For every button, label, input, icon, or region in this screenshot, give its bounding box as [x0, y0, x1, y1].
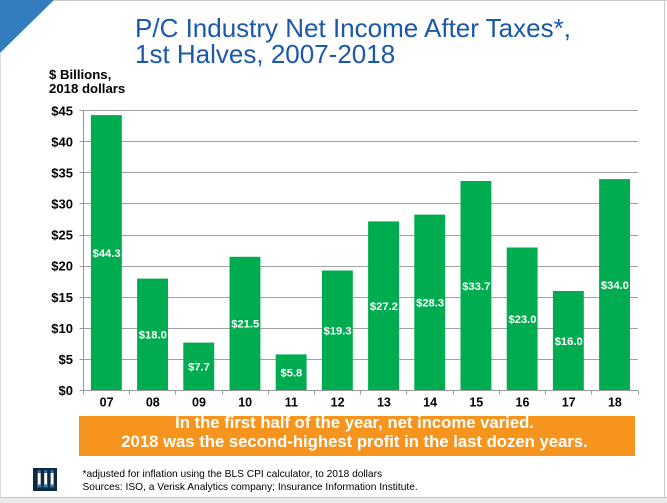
svg-text:$20: $20 [51, 259, 73, 274]
svg-text:14: 14 [423, 396, 437, 410]
svg-text:$28.3: $28.3 [416, 298, 444, 310]
svg-text:07: 07 [100, 396, 114, 410]
svg-text:$21.5: $21.5 [231, 319, 259, 331]
svg-text:$30: $30 [51, 197, 73, 212]
svg-text:18: 18 [608, 396, 622, 410]
svg-text:$27.2: $27.2 [370, 301, 398, 313]
svg-text:$15: $15 [51, 290, 73, 305]
svg-text:15: 15 [469, 396, 483, 410]
svg-text:$10: $10 [51, 321, 73, 336]
svg-text:$44.3: $44.3 [93, 248, 121, 260]
svg-text:$25: $25 [51, 228, 73, 243]
svg-text:$19.3: $19.3 [324, 326, 352, 338]
svg-text:$0: $0 [59, 383, 73, 398]
svg-text:10: 10 [238, 396, 252, 410]
svg-text:$16.0: $16.0 [555, 336, 583, 348]
svg-text:$34.0: $34.0 [601, 280, 629, 292]
svg-text:09: 09 [192, 396, 206, 410]
svg-text:12: 12 [331, 396, 345, 410]
svg-text:$18.0: $18.0 [139, 330, 167, 342]
svg-text:$5: $5 [59, 352, 73, 367]
svg-text:$40: $40 [51, 135, 73, 150]
svg-text:17: 17 [562, 396, 576, 410]
svg-text:$7.7: $7.7 [188, 362, 210, 374]
svg-text:$45: $45 [51, 103, 73, 118]
svg-text:$33.7: $33.7 [462, 281, 490, 293]
svg-text:13: 13 [377, 396, 391, 410]
svg-text:11: 11 [285, 396, 298, 410]
svg-text:08: 08 [146, 396, 160, 410]
svg-text:$23.0: $23.0 [509, 314, 537, 326]
svg-text:16: 16 [516, 396, 530, 410]
svg-text:$35: $35 [51, 166, 73, 181]
svg-text:$5.8: $5.8 [281, 368, 303, 380]
